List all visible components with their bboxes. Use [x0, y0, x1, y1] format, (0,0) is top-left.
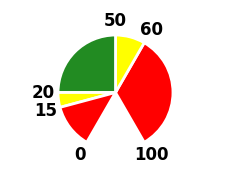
Wedge shape	[60, 92, 116, 142]
Text: 15: 15	[35, 102, 58, 120]
Wedge shape	[116, 35, 144, 92]
Text: 50: 50	[104, 12, 127, 30]
Text: 100: 100	[134, 146, 169, 164]
Text: 0: 0	[74, 146, 85, 164]
Wedge shape	[116, 43, 173, 142]
Text: 20: 20	[32, 83, 55, 102]
Wedge shape	[58, 92, 116, 107]
Text: 60: 60	[140, 21, 163, 39]
Wedge shape	[58, 35, 116, 92]
